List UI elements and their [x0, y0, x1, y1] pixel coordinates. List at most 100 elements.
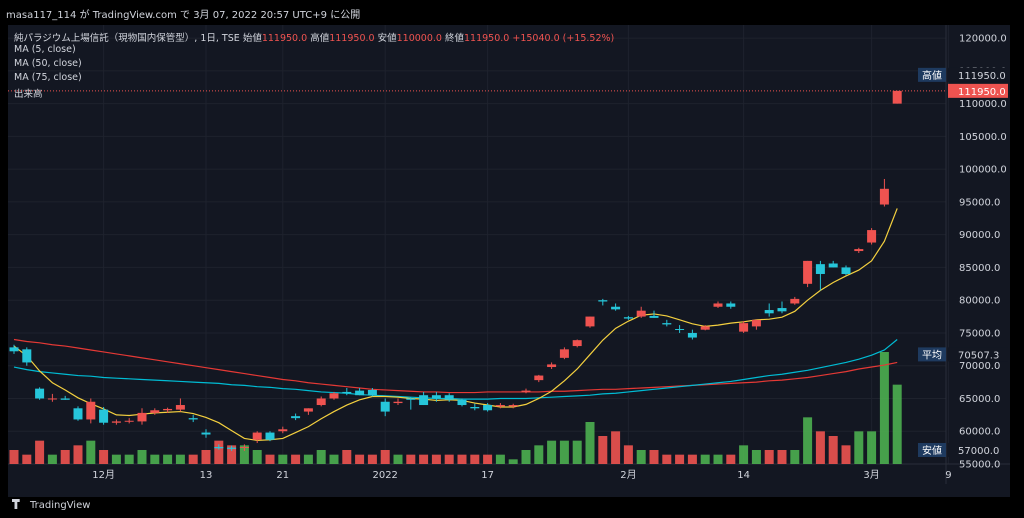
symbol-name[interactable]: 純パラジウム上場信託（現物国内保管型）, 1日, TSE: [14, 33, 240, 44]
candle-body: [764, 310, 774, 314]
indicator-volume[interactable]: 出来高: [14, 89, 43, 100]
candle-body: [291, 416, 301, 419]
volume-bar: [547, 440, 557, 464]
last-price-value: 111950.0: [958, 87, 1006, 98]
volume-bar: [726, 454, 736, 464]
volume-bar: [521, 450, 531, 464]
volume-bar: [111, 454, 121, 464]
site-name[interactable]: TradingView.com: [92, 10, 177, 21]
volume-bar: [124, 454, 134, 464]
candle-body: [111, 421, 121, 423]
low-price-label-box: [948, 443, 1008, 457]
volume-bar: [828, 436, 838, 464]
candle-body: [751, 319, 761, 327]
candle-body: [547, 364, 557, 368]
volume-bar: [841, 445, 851, 464]
candle-body: [879, 188, 889, 205]
publish-header: masa117_114 が TradingView.com で 3月 07, 2…: [6, 10, 361, 21]
x-tick-label: 14: [737, 470, 750, 481]
y-tick-label: 85000.0: [959, 263, 1000, 274]
candle-body: [124, 420, 134, 422]
candle-body: [867, 230, 877, 243]
candle-body: [790, 298, 800, 304]
volume-bar: [700, 454, 710, 464]
x-tick-label: 3月: [863, 469, 879, 481]
y-tick-label: 100000.0: [959, 165, 1007, 176]
volume-bar: [777, 450, 787, 464]
candle-body: [355, 390, 365, 396]
volume-bar: [790, 450, 800, 464]
y-tick-label: 95000.0: [959, 197, 1000, 208]
volume-bar: [278, 454, 288, 464]
x-tick-label: 2022: [372, 470, 397, 481]
candle-body: [675, 329, 685, 331]
candle-body: [777, 308, 787, 312]
volume-bar: [470, 454, 480, 464]
brand-name: TradingView: [30, 500, 91, 511]
volume-bar: [35, 440, 45, 464]
y-tick-label: 65000.0: [959, 394, 1000, 405]
y-tick-label: 80000.0: [959, 296, 1000, 307]
y-tick-label: 110000.0: [959, 99, 1007, 110]
candle-body: [22, 349, 32, 363]
indicator-ma5[interactable]: MA (5, close): [14, 44, 76, 55]
close-value: 111950.0: [464, 33, 510, 44]
avg-price-label-box: [948, 347, 1008, 362]
candle-body: [892, 90, 902, 104]
volume-bar: [406, 454, 416, 464]
publish-datetime: 3月 07, 2022 20:57 UTC+9: [193, 10, 328, 21]
avg-price-label-tag: [918, 347, 946, 362]
x-tick-label: 13: [200, 470, 213, 481]
volume-bar: [150, 454, 160, 464]
volume-bar: [419, 454, 429, 464]
volume-bar: [342, 450, 352, 464]
volume-bar: [431, 454, 441, 464]
volume-bar: [163, 454, 173, 464]
ma50-line: [13, 339, 898, 400]
volume-bar: [303, 454, 313, 464]
volume-bar: [764, 450, 774, 464]
indicator-ma50[interactable]: MA (50, close): [14, 58, 82, 69]
open-value: 111950.0: [261, 33, 308, 44]
volume-bar: [73, 445, 83, 464]
author-name[interactable]: masa117_114: [6, 10, 77, 21]
candle-body: [60, 398, 70, 400]
avg-price-label-name: 平均: [922, 349, 942, 361]
volume-bar: [99, 450, 109, 464]
candle-body: [687, 332, 697, 338]
y-tick-label: 55000.0: [959, 460, 1000, 471]
candle-body: [457, 399, 467, 406]
y-tick-label: 60000.0: [959, 427, 1000, 438]
volume-bar: [137, 450, 147, 464]
high-price-label-tag: [918, 67, 946, 82]
candle-body: [636, 310, 646, 317]
candle-body: [700, 326, 710, 330]
candle-body: [380, 401, 390, 412]
candle-body: [444, 395, 454, 400]
indicator-ma75[interactable]: MA (75, close): [14, 72, 82, 83]
x-tick-label: 9: [945, 470, 951, 481]
volume-bar: [316, 450, 326, 464]
high-price-label-name: 高値: [922, 69, 942, 82]
candle-body: [342, 391, 352, 394]
volume-bar: [483, 454, 493, 464]
candle-body: [623, 317, 633, 319]
candle-body: [585, 316, 595, 327]
volume-bar: [444, 454, 454, 464]
volume-bar: [175, 454, 185, 464]
tradingview-logo-icon: [12, 499, 20, 509]
candle-body: [73, 408, 83, 420]
candle-body: [431, 395, 441, 399]
candle-body: [854, 249, 864, 252]
candle-body: [303, 408, 313, 412]
candle-body: [265, 432, 275, 440]
volume-bar: [380, 450, 390, 464]
volume-bar: [572, 440, 582, 464]
candle-body: [815, 264, 825, 274]
brand-footer[interactable]: TradingView: [12, 499, 90, 511]
symbol-legend: 純パラジウム上場信託（現物国内保管型）, 1日, TSE 始値111950.0 …: [14, 33, 615, 44]
y-tick-label: 105000.0: [959, 132, 1007, 143]
volume-bar: [687, 454, 697, 464]
candle-body: [713, 303, 723, 307]
